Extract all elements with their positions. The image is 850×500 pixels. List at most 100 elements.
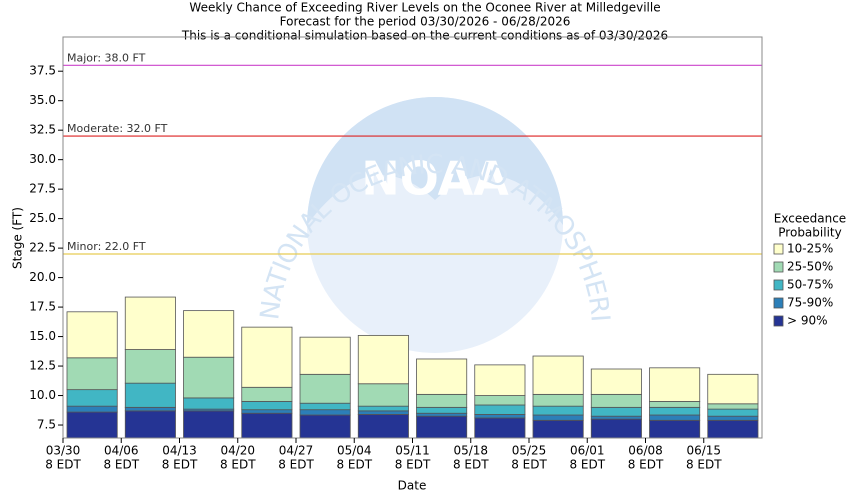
y-axis-label: Stage (FT) xyxy=(11,207,25,269)
chart-subtitle: Forecast for the period 03/30/2026 - 06/… xyxy=(280,15,571,29)
y-tick-label: 30.0 xyxy=(29,152,56,166)
bar-segment xyxy=(357,405,409,412)
x-tick-label: 06/08 xyxy=(628,444,663,458)
y-tick-label: 20.0 xyxy=(29,270,56,284)
bar-segment xyxy=(474,417,526,439)
threshold-label: Major: 38.0 FT xyxy=(67,51,146,64)
y-tick-label: 35.0 xyxy=(29,93,56,107)
y-tick-label: 22.5 xyxy=(29,241,56,255)
bar-segment xyxy=(416,358,468,395)
x-tick-sublabel: 8 EDT xyxy=(103,458,139,472)
x-tick-label: 03/30 xyxy=(46,444,81,458)
x-tick-label: 05/18 xyxy=(453,444,488,458)
y-tick-label: 37.5 xyxy=(29,64,56,78)
bar-segment xyxy=(241,326,293,388)
x-tick-sublabel: 8 EDT xyxy=(453,458,489,472)
bar-segment xyxy=(241,386,293,402)
x-tick-sublabel: 8 EDT xyxy=(628,458,664,472)
y-tick-label: 17.5 xyxy=(29,300,56,314)
legend-label: 25-50% xyxy=(787,260,833,274)
bar-segment xyxy=(416,415,468,439)
x-tick-sublabel: 8 EDT xyxy=(395,458,431,472)
chart-subtitle: This is a conditional simulation based o… xyxy=(181,29,668,43)
bar-segment xyxy=(124,349,176,384)
x-tick-sublabel: 8 EDT xyxy=(220,458,256,472)
bar-segment xyxy=(474,364,526,396)
bar-segment xyxy=(707,419,759,439)
threshold-label: Minor: 22.0 FT xyxy=(67,240,146,253)
bar-segment xyxy=(474,414,526,419)
legend-title: Exceedance xyxy=(774,212,846,226)
x-tick-label: 04/20 xyxy=(220,444,255,458)
y-tick-label: 32.5 xyxy=(29,123,56,137)
bar-segment xyxy=(124,410,176,439)
x-tick-label: 05/25 xyxy=(512,444,547,458)
x-axis-label: Date xyxy=(398,479,427,493)
bar-segment xyxy=(590,418,642,439)
chart-title: Weekly Chance of Exceeding River Levels … xyxy=(189,1,660,15)
bar-segment xyxy=(590,393,642,408)
bar-segment xyxy=(416,406,468,414)
bar-segment xyxy=(183,356,235,399)
x-tick-label: 05/04 xyxy=(337,444,372,458)
x-tick-sublabel: 8 EDT xyxy=(686,458,722,472)
bar-segment xyxy=(649,419,701,439)
watermark-shape xyxy=(307,97,563,225)
bar-segment xyxy=(66,389,118,407)
bar-segment xyxy=(532,405,584,416)
bar-segment xyxy=(532,414,584,421)
bar-segment xyxy=(124,406,176,412)
bar-segment xyxy=(241,401,293,411)
bar-segment xyxy=(357,383,409,407)
bar-segment xyxy=(590,415,642,420)
x-tick-label: 04/13 xyxy=(162,444,197,458)
bar-segment xyxy=(241,409,293,414)
y-tick-label: 12.5 xyxy=(29,359,56,373)
bar-segment xyxy=(66,411,118,439)
bar-segment xyxy=(66,311,118,359)
legend-label: 10-25% xyxy=(787,242,833,256)
bar-segment xyxy=(416,393,468,408)
bar-segment xyxy=(66,405,118,413)
bar-segment xyxy=(357,414,409,439)
bar-segment xyxy=(649,367,701,402)
bar-segment xyxy=(183,397,235,410)
x-tick-label: 04/06 xyxy=(104,444,139,458)
bar-segment xyxy=(707,373,759,405)
bar-segment xyxy=(241,412,293,439)
bar-segment xyxy=(532,419,584,439)
x-tick-label: 06/01 xyxy=(570,444,605,458)
legend-swatch xyxy=(773,315,784,327)
bar-segment xyxy=(474,395,526,406)
legend-swatch xyxy=(773,261,784,273)
x-tick-sublabel: 8 EDT xyxy=(569,458,605,472)
legend-label: 50-75% xyxy=(787,278,833,292)
bar-segment xyxy=(357,410,409,415)
y-tick-label: 7.5 xyxy=(37,418,56,432)
x-tick-sublabel: 8 EDT xyxy=(278,458,314,472)
x-tick-sublabel: 8 EDT xyxy=(45,458,81,472)
legend-swatch xyxy=(773,297,784,309)
bar-segment xyxy=(357,334,409,385)
bar-segment xyxy=(66,357,118,391)
x-tick-sublabel: 8 EDT xyxy=(511,458,547,472)
bar-segment xyxy=(183,410,235,439)
bar-segment xyxy=(299,414,351,439)
bar-segment xyxy=(299,402,351,411)
bar-segment xyxy=(707,415,759,421)
bar-segment xyxy=(416,412,468,417)
legend-title: Probability xyxy=(778,226,841,240)
bar-segment xyxy=(532,355,584,395)
bar-segment xyxy=(590,406,642,417)
bar-segment xyxy=(590,368,642,395)
bar-segment xyxy=(532,393,584,407)
legend-swatch xyxy=(773,243,784,255)
bar-segment xyxy=(707,403,759,410)
x-tick-sublabel: 8 EDT xyxy=(336,458,372,472)
bar-segment xyxy=(707,408,759,417)
bar-segment xyxy=(649,414,701,421)
bar-segment xyxy=(183,310,235,358)
y-tick-label: 27.5 xyxy=(29,182,56,196)
y-tick-label: 25.0 xyxy=(29,211,56,225)
